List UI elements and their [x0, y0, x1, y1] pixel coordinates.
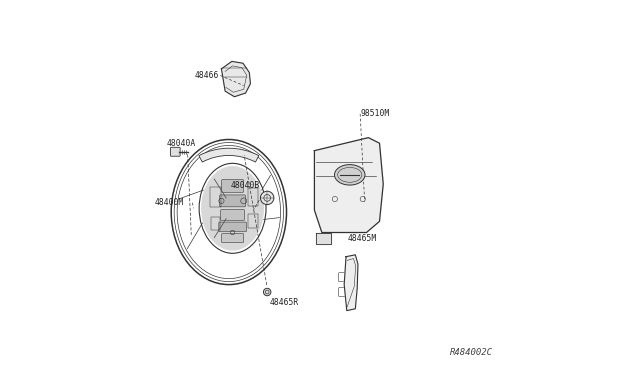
Bar	[248, 188, 259, 206]
Wedge shape	[199, 148, 259, 162]
FancyBboxPatch shape	[221, 210, 244, 220]
FancyBboxPatch shape	[221, 180, 244, 192]
FancyBboxPatch shape	[220, 195, 245, 207]
Circle shape	[260, 191, 274, 205]
Text: 98510M: 98510M	[360, 109, 389, 118]
Bar	[211, 187, 221, 208]
Ellipse shape	[201, 166, 264, 251]
Bar	[211, 217, 221, 230]
Text: R484002C: R484002C	[450, 348, 493, 357]
Polygon shape	[344, 255, 358, 311]
Circle shape	[264, 288, 271, 296]
FancyBboxPatch shape	[221, 234, 244, 243]
Polygon shape	[221, 61, 250, 97]
Polygon shape	[316, 232, 331, 244]
Text: 48040B: 48040B	[230, 182, 260, 190]
Text: 48465R: 48465R	[270, 298, 299, 307]
Text: 48040A: 48040A	[166, 139, 196, 148]
FancyBboxPatch shape	[170, 147, 180, 156]
Text: 48465M: 48465M	[348, 234, 377, 243]
Text: 48466: 48466	[195, 71, 219, 80]
Ellipse shape	[335, 164, 365, 185]
Bar	[248, 214, 258, 228]
Text: 48400M: 48400M	[155, 198, 184, 207]
FancyBboxPatch shape	[219, 222, 246, 232]
Polygon shape	[314, 138, 383, 232]
